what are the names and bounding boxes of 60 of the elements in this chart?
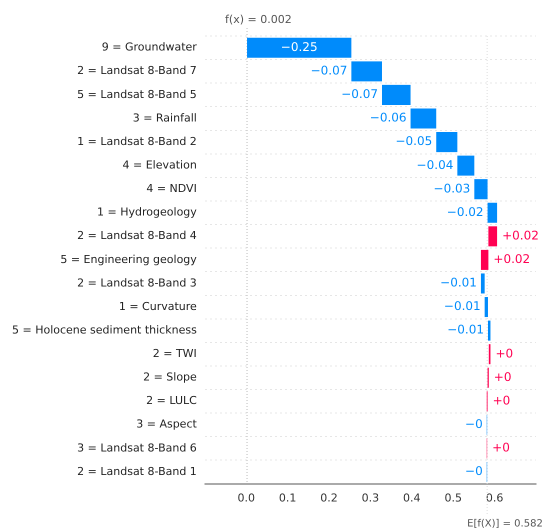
y-tick-label: 5 = Engineering geology xyxy=(60,252,198,266)
data-label: −0.07 xyxy=(310,63,348,78)
data-label: −0.01 xyxy=(440,276,477,290)
bar xyxy=(382,84,411,105)
bar xyxy=(474,179,488,200)
data-label: +0 xyxy=(494,370,512,384)
ref-line-label: E[f(X)] = 0.582 xyxy=(467,518,543,530)
x-tick-label: 0.4 xyxy=(403,491,421,504)
y-tick-label: 2 = LULC xyxy=(146,394,198,408)
data-label: +0.02 xyxy=(493,252,530,266)
y-tick-label: 3 = Rainfall xyxy=(132,111,197,124)
bar xyxy=(488,226,498,246)
y-tick-label: 2 = Landsat 8-Band 3 xyxy=(77,276,197,290)
bar xyxy=(488,320,490,341)
data-label: +0 xyxy=(495,346,514,360)
data-label: −0.25 xyxy=(280,40,318,54)
y-tick-label: 2 = Landsat 8-Band 7 xyxy=(77,64,197,78)
y-tick-label: 4 = NDVI xyxy=(146,182,197,196)
data-label: +0.02 xyxy=(502,228,539,242)
x-tick-label: 0.0 xyxy=(237,491,255,504)
y-tick-label: 3 = Aspect xyxy=(136,418,198,431)
data-label: −0.01 xyxy=(447,322,484,337)
data-label: −0 xyxy=(465,417,483,432)
bar xyxy=(480,250,488,270)
x-tick-label: 0.2 xyxy=(320,491,338,504)
data-label: −0.02 xyxy=(446,204,484,219)
y-tick-label: 3 = Landsat 8-Band 6 xyxy=(77,441,197,454)
x-tick-label: 0.3 xyxy=(362,491,380,504)
y-tick-label: 2 = Landsat 8-Band 1 xyxy=(77,464,197,478)
data-label: −0.06 xyxy=(370,110,407,125)
data-label: +0 xyxy=(492,440,510,455)
x-tick-label: 0.5 xyxy=(444,491,462,504)
bar xyxy=(410,108,436,129)
x-tick-label: 0.6 xyxy=(486,491,504,504)
y-tick-label: 5 = Landsat 8-Band 5 xyxy=(77,88,197,101)
y-tick-label: 2 = TWI xyxy=(152,347,197,360)
bar xyxy=(436,132,458,152)
y-tick-label: 9 = Groundwater xyxy=(102,40,198,54)
ref-line-label: f(x) = 0.002 xyxy=(225,12,292,26)
data-label: −0.04 xyxy=(416,158,454,172)
data-label: −0.07 xyxy=(341,87,378,102)
y-tick-label: 5 = Holocene sediment thickness xyxy=(12,323,198,336)
bar xyxy=(457,156,474,176)
data-label: −0.01 xyxy=(444,299,481,314)
y-tick-label: 1 = Landsat 8-Band 2 xyxy=(77,134,197,148)
data-label: −0.03 xyxy=(434,181,470,196)
bar xyxy=(247,38,352,58)
y-tick-label: 1 = Curvature xyxy=(118,300,198,313)
y-tick-label: 1 = Hydrogeology xyxy=(97,206,198,219)
bar xyxy=(484,297,488,318)
x-tick-label: 0.1 xyxy=(278,491,296,504)
y-tick-label: 2 = Slope xyxy=(143,370,198,384)
bar xyxy=(488,202,498,223)
y-tick-label: 4 = Elevation xyxy=(122,158,197,172)
bar xyxy=(351,61,382,82)
data-label: −0.05 xyxy=(395,134,432,148)
y-tick-label: 2 = Landsat 8-Band 4 xyxy=(77,229,197,242)
data-label: +0 xyxy=(492,393,510,408)
bar xyxy=(480,273,485,294)
data-label: −0 xyxy=(465,464,483,478)
